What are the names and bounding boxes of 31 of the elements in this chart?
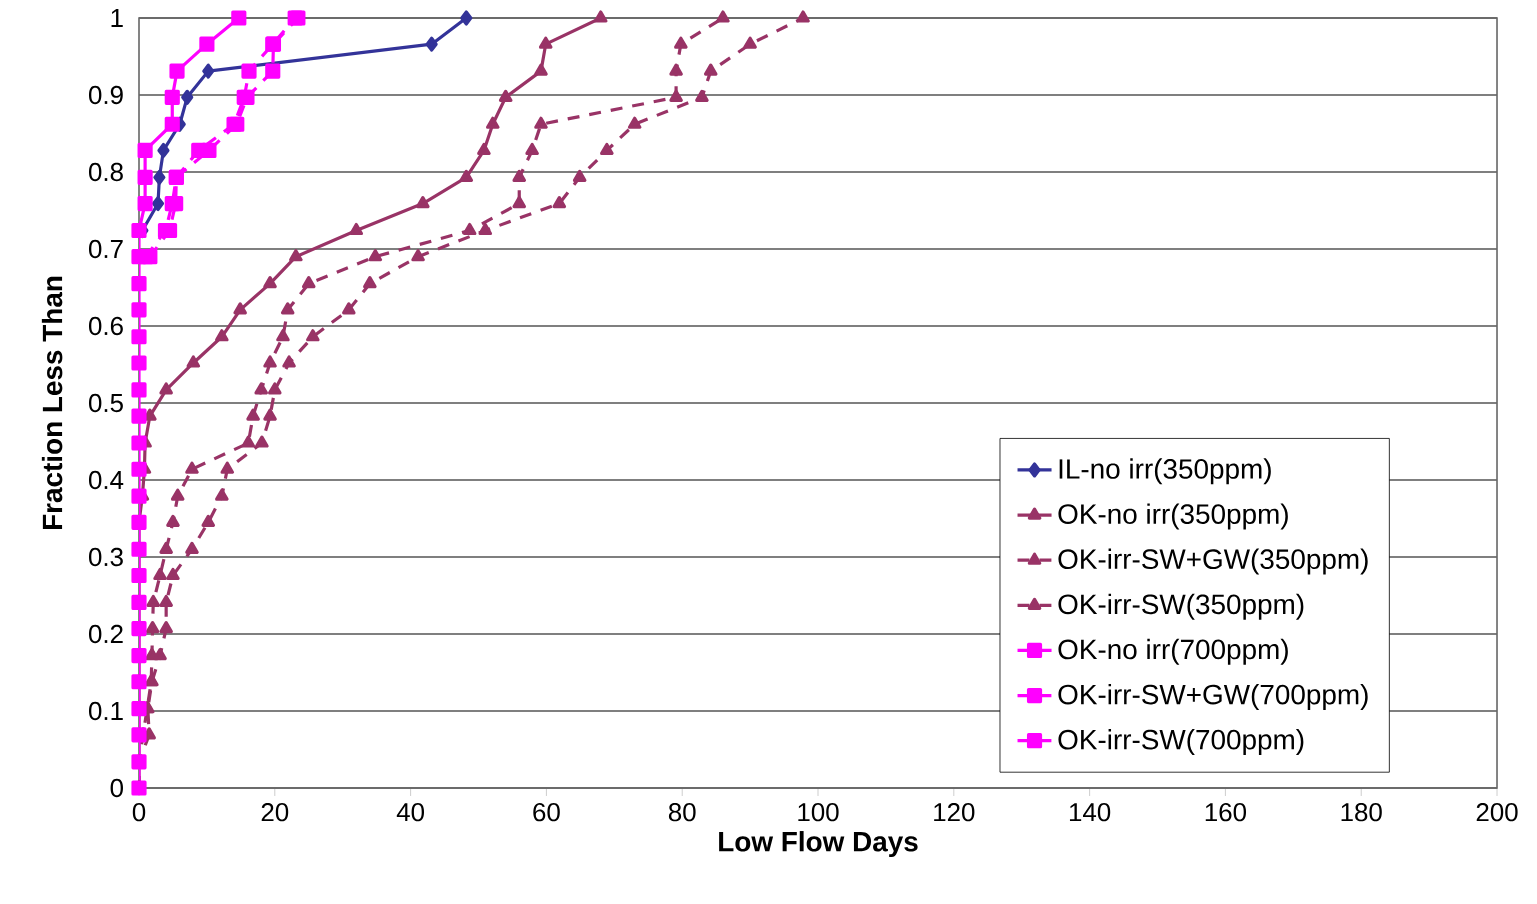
x-tick-label: 40 <box>396 803 425 822</box>
legend-label: OK-irr-SW(350ppm) <box>1058 593 1304 620</box>
y-tick-label: 1 <box>111 9 123 27</box>
x-tick-label: 60 <box>533 803 560 822</box>
y-tick-label: 0 <box>110 778 123 798</box>
x-tick-label: 100 <box>798 803 839 822</box>
x-tick-label: 20 <box>261 803 289 822</box>
y-axis-title: Fraction Less Than <box>41 276 63 529</box>
legend-label: OK-irr-SW+GW(700ppm) <box>1058 683 1368 710</box>
legend-label: IL-no irr(350ppm) <box>1059 458 1271 485</box>
y-tick-label: 0.2 <box>88 624 123 644</box>
x-tick-label: 180 <box>1341 803 1382 822</box>
legend-label: OK-irr-SW+GW(350ppm) <box>1058 548 1368 575</box>
x-tick-label: 140 <box>1069 803 1111 822</box>
x-tick-label: 120 <box>934 803 975 822</box>
legend-label: OK-irr-SW(700ppm) <box>1058 729 1304 756</box>
y-tick-label: 0.1 <box>88 701 123 721</box>
y-tick-label: 0.4 <box>88 470 124 490</box>
legend-label: OK-no irr(700ppm) <box>1058 638 1288 665</box>
y-tick-label: 0.7 <box>88 239 123 259</box>
y-tick-label: 0.9 <box>88 85 123 105</box>
x-axis-title: Low Flow Days <box>719 831 918 858</box>
y-tick-label: 0.8 <box>88 162 123 182</box>
x-tick-label: 200 <box>1476 803 1518 822</box>
legend-label: OK-no irr(350ppm) <box>1058 503 1288 530</box>
y-tick-label: 0.6 <box>88 316 123 336</box>
x-tick-label: 80 <box>668 803 696 822</box>
y-tick-label: 0.3 <box>88 547 123 567</box>
y-tick-label: 0.5 <box>88 393 123 413</box>
x-tick-label: 0 <box>132 803 146 822</box>
x-tick-label: 160 <box>1205 803 1247 822</box>
